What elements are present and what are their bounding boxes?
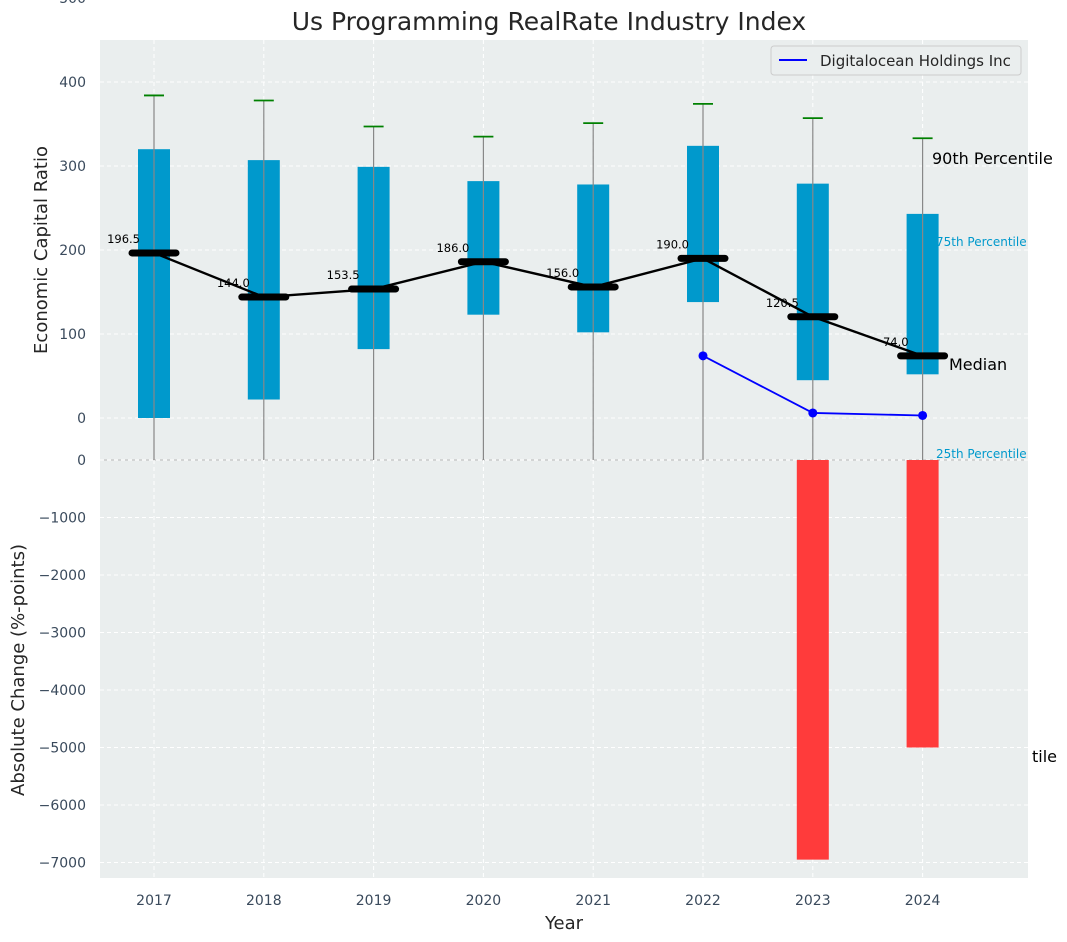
- legend: Digitalocean Holdings Inc: [770, 45, 1022, 76]
- top-y-tick-label: 200: [59, 243, 86, 259]
- change-bar: [906, 460, 939, 748]
- bottom-y-tick-label: −3000: [39, 626, 86, 642]
- top-y-tick-label: 0: [77, 411, 86, 427]
- bottom-annotation-fragment: tile: [1032, 747, 1057, 766]
- median-value-label: 144.0: [217, 276, 250, 290]
- top-y-tick-label: 100: [59, 327, 86, 343]
- median-annotation: Median: [949, 355, 1007, 374]
- axis-ticks: 2017 2018 2019 2020 2021 2022 2023 2024 0 100 200 3…: [39, 0, 941, 909]
- change-bar: [796, 460, 829, 860]
- legend-box: [770, 45, 1022, 76]
- x-axis-label: Year: [544, 913, 584, 934]
- median-value-label: 196.5: [107, 232, 140, 246]
- x-tick-label: 2019: [356, 893, 392, 909]
- p75-annotation: 75th Percentile: [936, 235, 1027, 249]
- bottom-y-axis-label: Absolute Change (%-points): [8, 544, 29, 796]
- chart-title: Us Programming RealRate Industry Index: [292, 7, 806, 36]
- bottom-y-tick-label: −4000: [39, 683, 86, 699]
- x-tick-label: 2017: [136, 893, 172, 909]
- median-value-label: 190.0: [656, 237, 689, 251]
- change-bars: [796, 460, 939, 860]
- x-tick-label: 2023: [795, 893, 831, 909]
- x-tick-label: 2018: [246, 893, 282, 909]
- percentile-whiskers: [144, 94, 933, 460]
- median-value-label: 186.0: [436, 241, 469, 255]
- company-series: [698, 351, 928, 420]
- bottom-plot-background: [100, 460, 1028, 878]
- company-point: [918, 410, 928, 420]
- median-value-label: 120.5: [766, 296, 799, 310]
- bottom-y-tick-label: −5000: [39, 741, 86, 757]
- x-tick-label: 2021: [575, 893, 611, 909]
- top-y-axis-label: Economic Capital Ratio: [31, 146, 52, 354]
- median-markers: 196.5 144.0 153.5 186.0 156.0 190.0 120.5 74.0: [107, 232, 949, 360]
- p90-annotation: 90th Percentile: [932, 149, 1053, 168]
- top-y-tick-label: 400: [59, 75, 86, 91]
- x-tick-label: 2020: [466, 893, 502, 909]
- top-y-tick-label: 300: [59, 159, 86, 175]
- median-value-label: 74.0: [883, 335, 909, 349]
- x-tick-label: 2024: [905, 893, 941, 909]
- bottom-y-tick-label: 0: [77, 453, 86, 469]
- median-value-label: 156.0: [546, 266, 579, 280]
- company-point: [698, 351, 708, 361]
- x-tick-label: 2022: [685, 893, 721, 909]
- bottom-y-tick-label: −6000: [39, 798, 86, 814]
- company-point: [808, 408, 818, 418]
- bottom-y-tick-label: −2000: [39, 568, 86, 584]
- legend-label: Digitalocean Holdings Inc: [820, 52, 1011, 70]
- p25-annotation: 25th Percentile: [936, 447, 1027, 461]
- bottom-y-tick-label: −7000: [39, 856, 86, 872]
- median-value-label: 153.5: [327, 268, 360, 282]
- bottom-y-tick-label: −1000: [39, 511, 86, 527]
- top-y-tick-label: 500: [59, 0, 86, 7]
